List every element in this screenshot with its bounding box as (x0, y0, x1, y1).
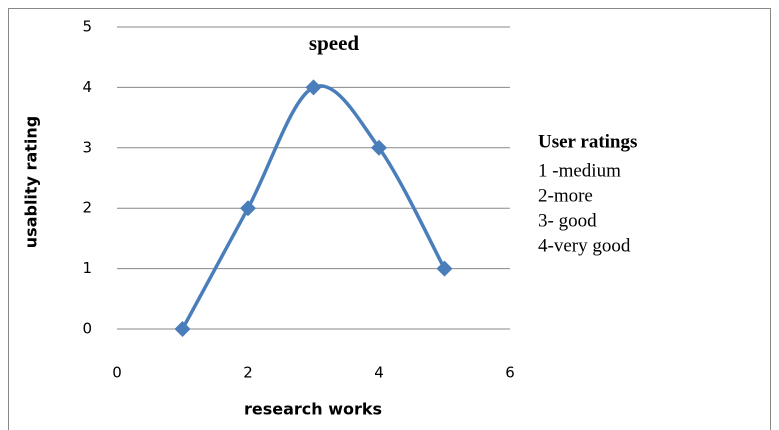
y-axis-label: usablity rating (22, 116, 41, 248)
y-tick-label: 5 (82, 18, 92, 36)
chart-title: speed (309, 31, 359, 55)
annotation-line: 2-more (538, 185, 593, 206)
x-tick-label: 0 (112, 364, 122, 382)
x-tick-label: 4 (374, 364, 384, 382)
y-tick-label: 2 (82, 199, 92, 217)
chart-frame (8, 8, 771, 430)
annotation-title: User ratings (538, 131, 637, 152)
data-point (436, 260, 453, 277)
data-point (174, 321, 191, 337)
data-point (371, 139, 387, 156)
x-tick-label: 2 (243, 364, 253, 382)
x-tick-label: 6 (505, 364, 515, 382)
y-tick-label: 0 (82, 320, 92, 338)
annotation-line: 3- good (538, 210, 597, 231)
annotation-line: 4-very good (538, 235, 631, 256)
y-tick-label: 3 (82, 138, 92, 156)
x-axis-label: research works (244, 400, 382, 419)
annotation-line: 1 -medium (538, 160, 621, 181)
y-tick-label: 1 (82, 259, 92, 277)
data-point (240, 200, 256, 217)
y-tick-label: 4 (82, 78, 92, 96)
data-point (305, 79, 322, 96)
